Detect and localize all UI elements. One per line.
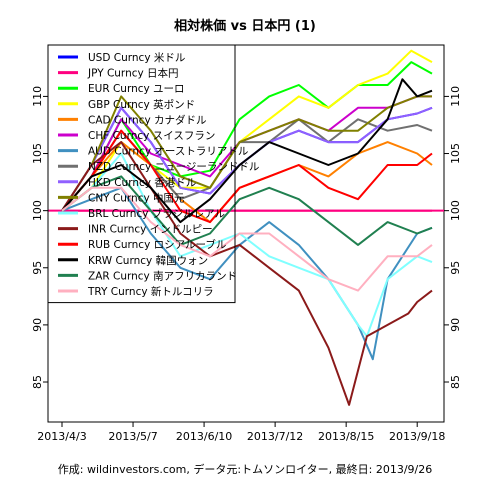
x-tick-label-4: 2013/8/15 [318,430,374,443]
y-axis-left: 85 90 95 100 105 110 [31,86,48,389]
series-line-11 [61,141,433,406]
chart-caption: 作成: wildinvestors.com, データ元:トムソンロイター, 最終… [58,462,432,476]
legend-label-12: RUB Curncy ロシアルーブル [88,238,226,251]
x-axis: 2013/4/3 2013/5/7 2013/6/10 2013/7/12 2013/8… [37,422,445,443]
series-line-13 [61,78,433,224]
legend-label-9: CNY Curncy 中国元 [88,191,185,204]
y-tick-right-label-3: 100 [449,200,462,221]
legend-label-15: TRY Curncy 新トルコリラ [87,285,214,298]
y-tick-right-label-2: 95 [449,261,462,275]
series-line-9 [61,95,432,212]
legend-label-5: CHF Curncy スイスフラン [88,130,215,142]
y-tick-right-label-4: 105 [449,143,462,164]
legend-label-11: INR Curncy インドルピー [88,224,213,236]
x-tick-label-5: 2013/9/18 [389,430,445,443]
legend: USD Curncy 米ドル JPY Curncy 日本円 EUR Curncy ユ… [47,44,259,304]
legend-label-2: EUR Curncy ユーロ [88,83,185,95]
x-tick-label-2: 2013/6/10 [176,430,232,443]
legend-label-0: USD Curncy 米ドル [88,51,185,64]
x-tick-label-0: 2013/4/3 [37,430,86,443]
legend-label-14: ZAR Curncy 南アフリカランド [88,269,237,282]
x-tick-label-1: 2013/5/7 [108,430,157,443]
legend-label-3: GBP Curncy 英ポンド [88,98,195,111]
legend-box [47,44,236,304]
legend-label-6: AUD Curncy オーストラリアドル [88,146,248,158]
y-tick-left-label-4: 105 [31,143,44,164]
series-line-6 [61,186,433,361]
y-tick-right-label-1: 90 [449,318,462,332]
series-line-12 [61,129,433,224]
y-tick-left-label-5: 110 [31,86,44,107]
legend-label-10: BRL Curncy ブラジルレアル [88,207,225,220]
series-layer [61,49,433,406]
y-tick-left-label-1: 90 [31,318,44,332]
series-line-2 [61,61,433,212]
y-tick-left-label-2: 95 [31,261,44,275]
y-tick-left-label-0: 85 [31,375,44,389]
legend-label-1: JPY Curncy 日本円 [87,67,179,80]
series-line-14 [61,175,433,246]
chart-title: 相対株価 vs 日本円 (1) [174,18,316,34]
x-tick-label-3: 2013/7/12 [247,430,303,443]
legend-label-4: CAD Curncy カナダドル [88,113,207,126]
legend-label-8: HKD Curncy 香港ドル [88,177,196,189]
y-tick-right-label-5: 110 [449,86,462,107]
series-line-15 [61,186,433,292]
y-tick-right-label-0: 85 [449,375,462,389]
y-tick-left-label-3: 100 [31,200,44,221]
legend-label-7: NZD Curncy ニュージーランドドル [88,161,259,173]
legend-label-13: KRW Curncy 韓国ウォン [88,255,208,267]
y-axis-right: 85 90 95 100 105 110 [444,86,462,389]
